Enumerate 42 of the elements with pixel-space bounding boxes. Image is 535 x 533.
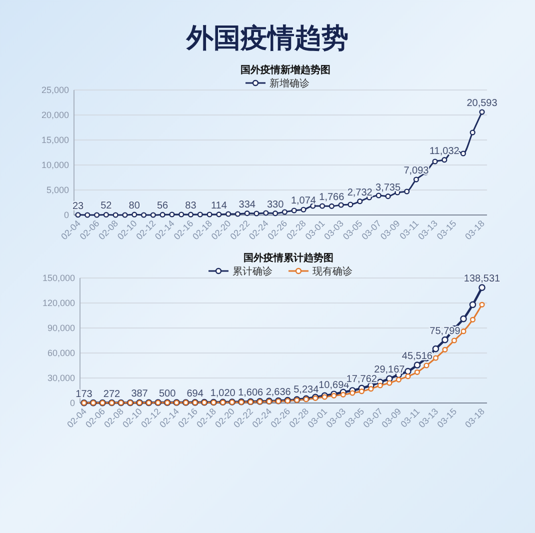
data-label: 1,020: [210, 388, 236, 400]
y-tick-label: 15,000: [41, 135, 69, 145]
data-label: 1,074: [290, 196, 316, 207]
chart-title: 国外疫情累计趋势图: [244, 252, 334, 264]
data-label: 80: [128, 200, 140, 212]
y-tick-label: 30,000: [47, 373, 75, 383]
data-label: 1,766: [319, 192, 345, 204]
legend-label: 现有确诊: [312, 266, 352, 278]
y-tick-label: 150,000: [42, 273, 75, 283]
y-tick-label: 60,000: [47, 348, 75, 358]
y-tick-label: 5,000: [46, 185, 69, 195]
data-label: 387: [131, 388, 148, 400]
y-tick-label: 25,000: [41, 85, 69, 95]
chart-subtitle: 国外疫情新增趋势图: [240, 64, 330, 76]
data-label: 29,167: [374, 364, 406, 376]
data-label: 56: [156, 200, 169, 212]
y-tick-label: 0: [70, 398, 75, 408]
data-label: 5,234: [294, 384, 320, 396]
data-label: 694: [186, 388, 204, 400]
data-label: 2,636: [266, 386, 292, 398]
data-label: 1,606: [238, 388, 264, 399]
y-tick-label: 20,000: [41, 110, 69, 120]
data-label: 2,732: [347, 187, 373, 198]
chart-title: 外国疫情趋势: [186, 23, 348, 53]
data-label: 20,593: [466, 98, 498, 110]
data-label: 83: [185, 200, 197, 212]
data-label: 272: [103, 388, 121, 400]
data-label: 23: [72, 200, 84, 212]
data-label: 173: [76, 388, 93, 400]
y-tick-label: 10,000: [41, 160, 69, 170]
data-label: 500: [158, 388, 176, 400]
y-tick-label: 0: [64, 210, 69, 220]
y-tick-label: 90,000: [47, 323, 75, 333]
y-tick-label: 120,000: [42, 298, 75, 308]
data-label: 3,735: [376, 182, 401, 194]
data-label: 330: [266, 199, 284, 210]
data-label: 138,531: [464, 274, 501, 285]
legend-label: 累计确诊: [232, 266, 272, 278]
data-label: 114: [210, 200, 228, 212]
data-label: 334: [238, 199, 256, 210]
data-label: 52: [100, 200, 112, 212]
legend-label: 新增确诊: [270, 78, 310, 90]
